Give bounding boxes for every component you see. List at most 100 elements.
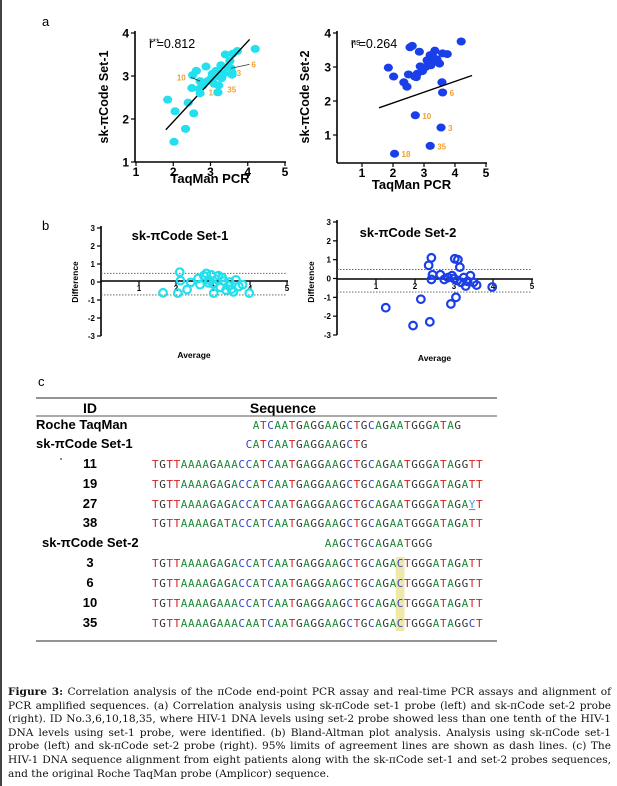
- nucleotide: T: [469, 597, 476, 610]
- nucleotide: C: [267, 517, 274, 530]
- nucleotide: T: [354, 617, 361, 630]
- nucleotide: A: [375, 597, 382, 610]
- nucleotide: T: [476, 597, 483, 610]
- nucleotide: A: [282, 498, 289, 511]
- nucleotide: A: [447, 419, 454, 432]
- nucleotide: G: [411, 577, 418, 590]
- panel-label-b: b: [42, 218, 49, 233]
- nucleotide: G: [382, 498, 389, 511]
- nucleotide: G: [296, 577, 303, 590]
- point-id-label: 35: [227, 85, 236, 94]
- data-point: [189, 109, 199, 118]
- nucleotide: G: [159, 597, 166, 610]
- nucleotide: A: [274, 498, 281, 511]
- nucleotide: T: [440, 557, 447, 570]
- data-point: [411, 73, 421, 82]
- figure-caption: Figure 3: Correlation analysis of the πC…: [8, 686, 611, 781]
- nucleotide: A: [397, 478, 404, 491]
- nucleotide: G: [411, 498, 418, 511]
- nucleotide: A: [188, 617, 195, 630]
- nucleotide: A: [447, 617, 454, 630]
- nucleotide: A: [231, 478, 238, 491]
- nucleotide: G: [210, 478, 217, 491]
- nucleotide: A: [447, 597, 454, 610]
- nucleotide: G: [339, 458, 346, 471]
- nucleotide: G: [224, 478, 231, 491]
- nucleotide: T: [354, 537, 361, 550]
- nucleotide: G: [210, 498, 217, 511]
- nucleotide: G: [318, 577, 325, 590]
- nucleotide: A: [202, 498, 209, 511]
- nucleotide: C: [346, 478, 353, 491]
- correlation-r-label: r =0.264: [351, 37, 397, 51]
- nucleotide: A: [188, 498, 195, 511]
- nucleotide: T: [469, 557, 476, 570]
- nucleotide: A: [231, 498, 238, 511]
- nucleotide: A: [195, 617, 202, 630]
- nucleotide: G: [296, 617, 303, 630]
- nucleotide: G: [454, 597, 461, 610]
- nucleotide: C: [238, 478, 245, 491]
- nucleotide: G: [454, 419, 461, 432]
- nucleotide: G: [210, 458, 217, 471]
- y-tick-label: -1: [88, 296, 96, 305]
- plot-title: sk-πCode Set-1: [132, 228, 229, 243]
- data-point: [414, 47, 424, 56]
- nucleotide: G: [318, 438, 325, 451]
- nucleotide: G: [310, 557, 317, 570]
- nucleotide: A: [274, 438, 281, 451]
- y-tick-label: -3: [88, 332, 96, 341]
- nucleotide: C: [246, 577, 253, 590]
- nucleotide: G: [339, 597, 346, 610]
- nucleotide: G: [382, 617, 389, 630]
- nucleotide: A: [274, 577, 281, 590]
- point-id-label: 3: [237, 69, 242, 78]
- nucleotide: T: [354, 517, 361, 530]
- nucleotide: T: [476, 498, 483, 511]
- data-point: [172, 288, 183, 299]
- sequence-row: TGTTAAAAGAGACCATCAATGAGGAAGCTGCAGAATGGGA…: [152, 498, 483, 511]
- nucleotide: A: [188, 458, 195, 471]
- y-tick-label: 1: [122, 156, 129, 170]
- point-id-label: 10: [422, 112, 431, 121]
- x-tick-label: 2: [170, 165, 177, 179]
- nucleotide: G: [454, 498, 461, 511]
- data-point: [424, 316, 435, 327]
- nucleotide: T: [404, 478, 411, 491]
- nucleotide: G: [454, 617, 461, 630]
- nucleotide: T: [440, 458, 447, 471]
- nucleotide: A: [332, 557, 339, 570]
- nucleotide: A: [390, 517, 397, 530]
- nucleotide: G: [418, 617, 425, 630]
- nucleotide: A: [375, 419, 382, 432]
- nucleotide: G: [361, 478, 368, 491]
- nucleotide: G: [318, 617, 325, 630]
- nucleotide: A: [188, 557, 195, 570]
- sequence-row: AAGCTGCAGAATGGG: [325, 537, 432, 550]
- nucleotide: T: [289, 597, 296, 610]
- nucleotide: A: [282, 597, 289, 610]
- nucleotide: A: [447, 517, 454, 530]
- nucleotide: A: [282, 517, 289, 530]
- nucleotide: A: [195, 517, 202, 530]
- nucleotide: C: [346, 557, 353, 570]
- nucleotide: T: [260, 557, 267, 570]
- nucleotide: G: [296, 458, 303, 471]
- nucleotide: A: [397, 419, 404, 432]
- data-point: [187, 84, 197, 93]
- nucleotide: T: [224, 517, 231, 530]
- data-point: [195, 279, 205, 290]
- nucleotide: G: [339, 537, 346, 550]
- nucleotide: G: [382, 557, 389, 570]
- patient-id: 27: [83, 496, 97, 511]
- data-point: [445, 299, 456, 309]
- nucleotide: T: [289, 517, 296, 530]
- nucleotide: A: [231, 617, 238, 630]
- nucleotide: A: [202, 577, 209, 590]
- nucleotide: T: [404, 419, 411, 432]
- y-tick-label: 4: [324, 27, 331, 41]
- nucleotide: T: [404, 537, 411, 550]
- nucleotide: C: [246, 458, 253, 471]
- nucleotide: T: [174, 577, 181, 590]
- sequence-row: TGTTAAAAGAGACCATCAATGAGGAAGCTGCAGAATGGGA…: [152, 478, 483, 491]
